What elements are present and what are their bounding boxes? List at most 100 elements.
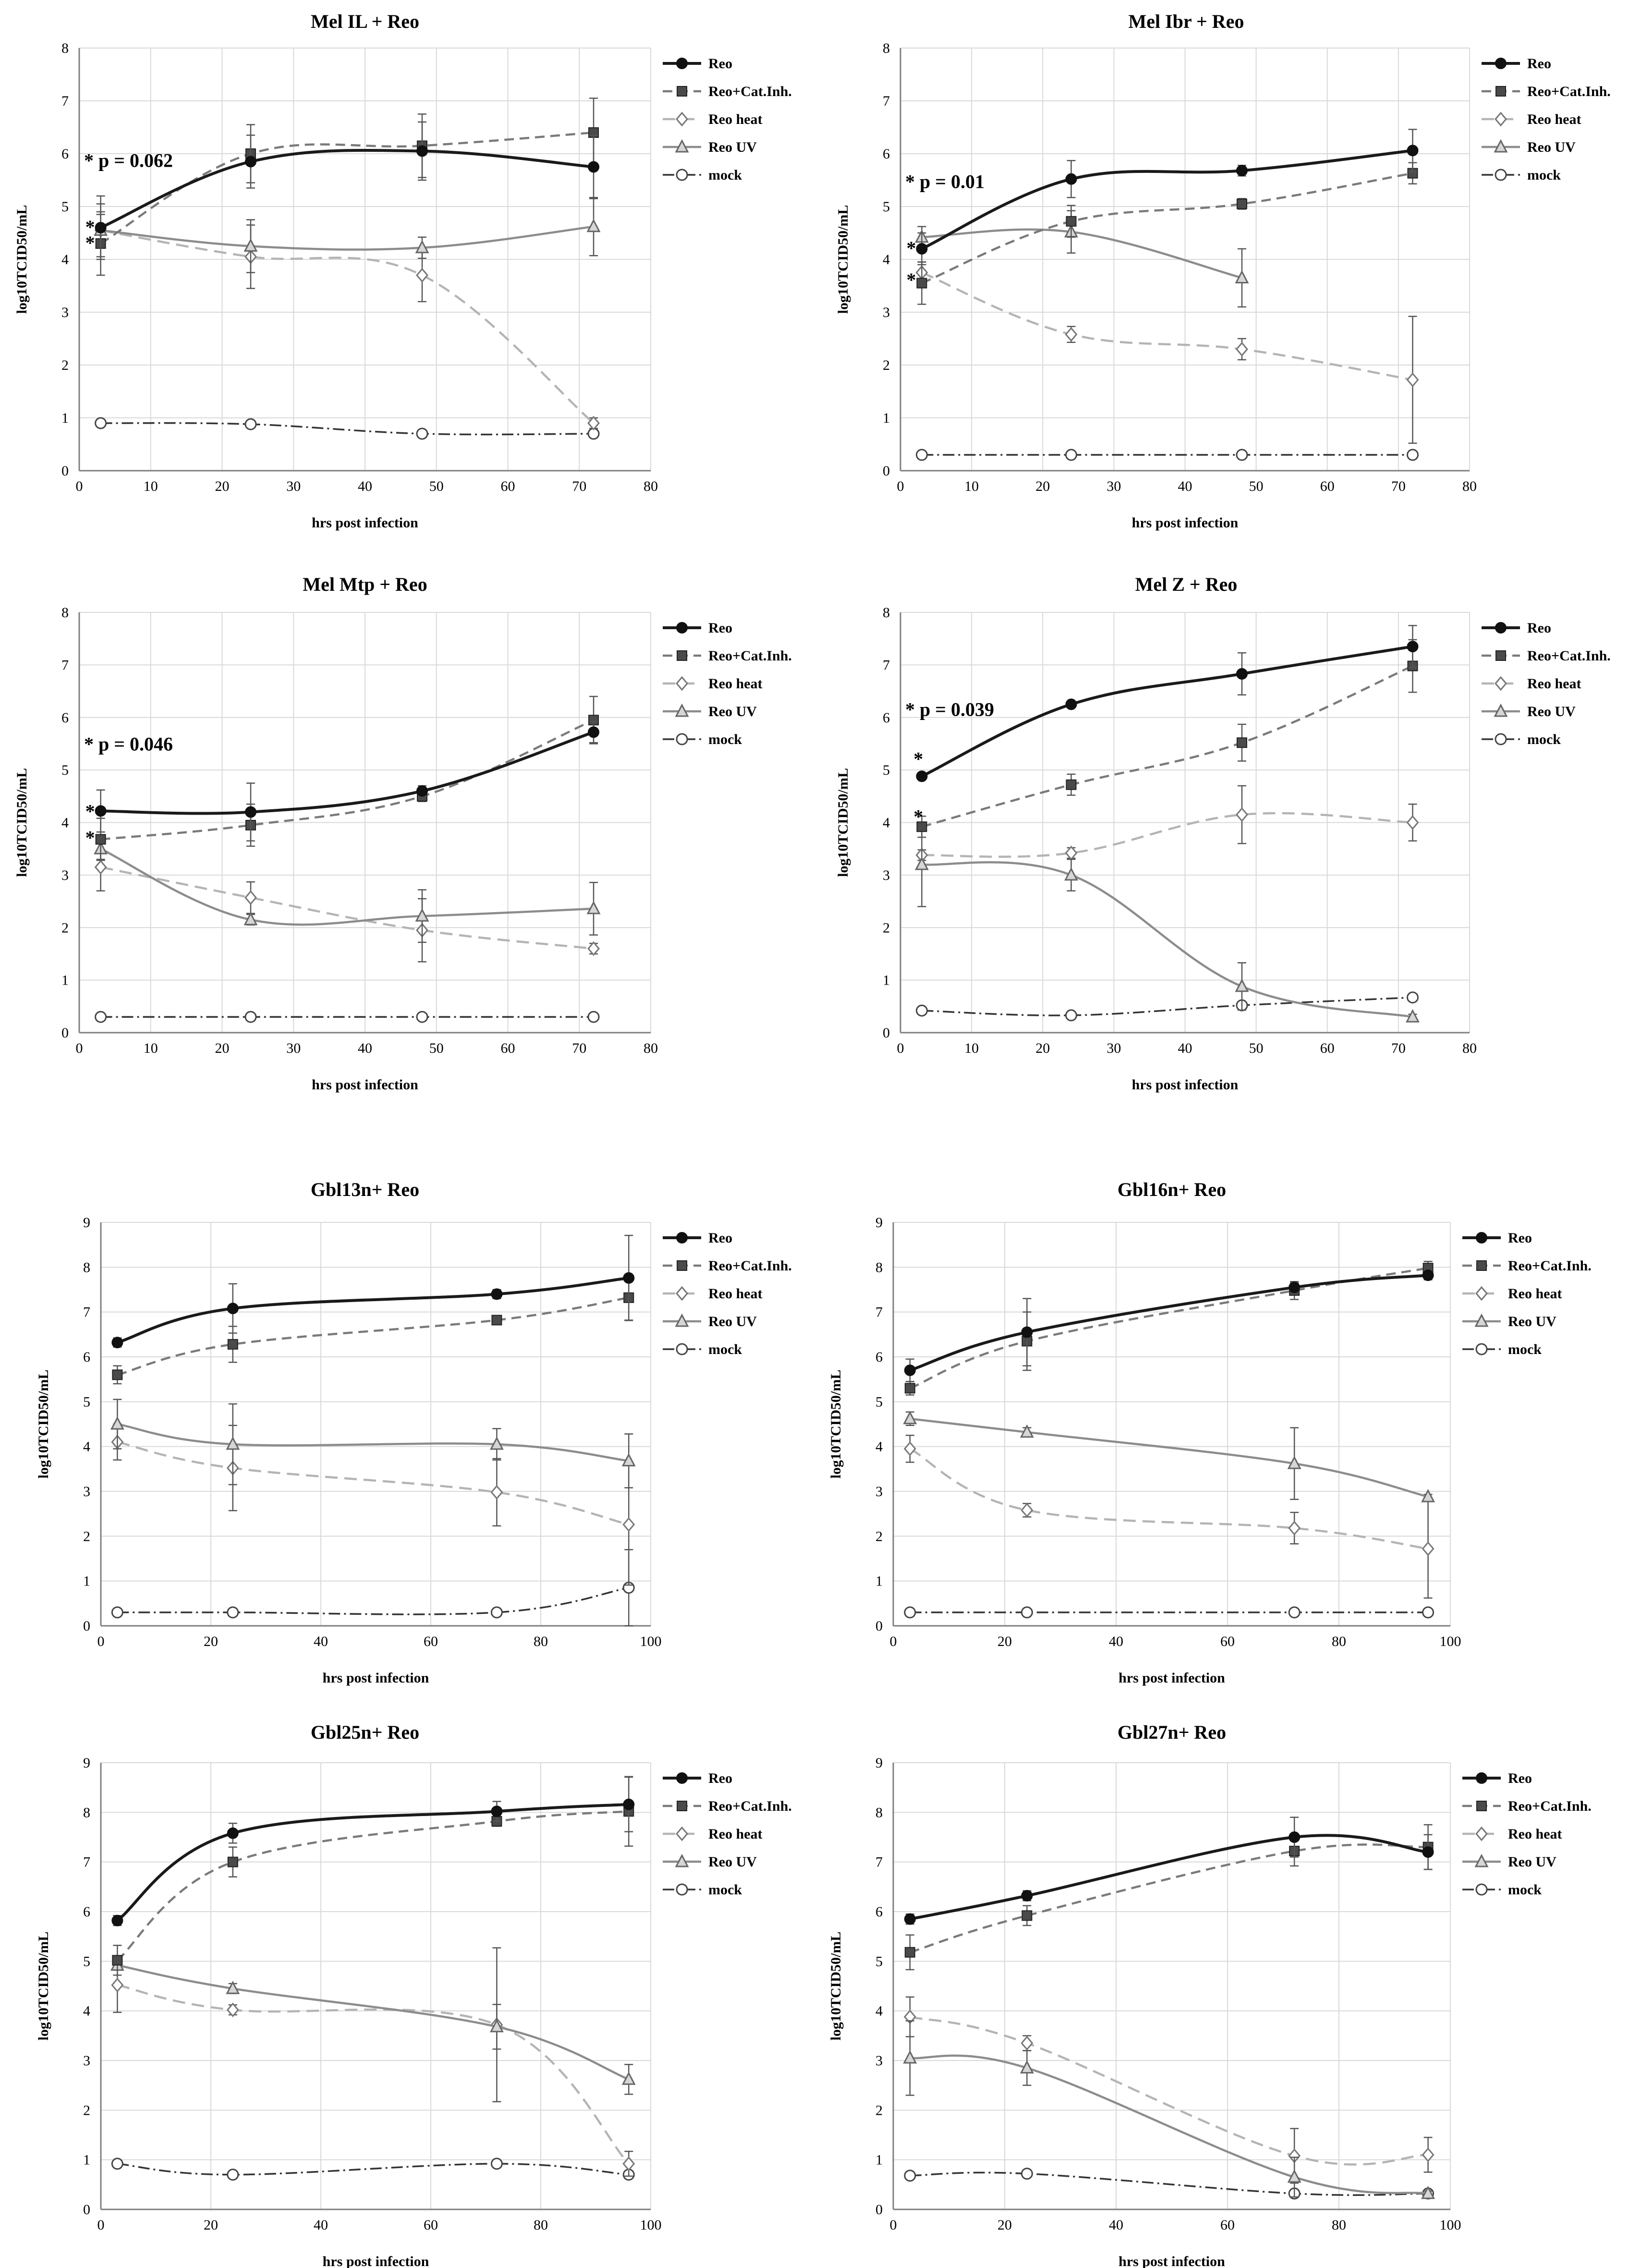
legend-label-heat: Reo heat <box>708 111 762 127</box>
series-cat <box>95 695 599 861</box>
x-axis-label: hrs post infection <box>1118 1670 1225 1686</box>
data-point-heat <box>1236 807 1248 822</box>
y-tick-label: 5 <box>83 1953 90 1969</box>
x-tick-label: 80 <box>534 1634 548 1649</box>
y-tick-label: 6 <box>61 146 69 162</box>
significance-star: * <box>913 748 923 769</box>
x-axis-label: hrs post infection <box>1118 2254 1225 2268</box>
data-point-mock <box>1236 449 1248 461</box>
y-tick-label: 2 <box>883 357 890 373</box>
data-point-reo <box>1422 1269 1434 1281</box>
legend-marker-cat <box>677 86 687 97</box>
data-point-mock <box>904 1606 916 1619</box>
series-mock <box>95 417 600 440</box>
series-heat <box>903 1996 1434 2184</box>
series-line-reo <box>116 1803 629 1922</box>
series-reo <box>904 1269 1434 1382</box>
data-point-mock <box>416 1011 428 1023</box>
series-line-cat <box>921 665 1413 828</box>
legend-marker-reo <box>1495 58 1507 69</box>
significance-star: * <box>913 806 923 828</box>
data-point-mock <box>587 1011 600 1023</box>
legend-marker-reo <box>1476 1772 1487 1784</box>
series-line-heat <box>910 2015 1428 2166</box>
significance-star: * <box>85 232 95 254</box>
data-point-reo <box>227 1827 239 1839</box>
data-point-mock <box>111 2158 123 2170</box>
y-tick-label: 5 <box>61 762 69 778</box>
y-tick-label: 1 <box>83 1573 90 1589</box>
y-tick-label: 2 <box>61 920 69 936</box>
y-tick-label: 1 <box>83 2152 90 2168</box>
y-axis-label: log10TCID50/mL <box>828 1370 844 1479</box>
x-tick-label: 20 <box>204 2217 218 2233</box>
y-tick-label: 8 <box>83 1805 90 1820</box>
data-point-uv <box>586 901 601 915</box>
data-point-uv <box>1421 2185 1435 2199</box>
data-point-reo <box>491 1288 503 1300</box>
data-point-heat <box>111 1977 124 1993</box>
y-tick-label: 3 <box>875 2053 883 2069</box>
data-point-uv <box>226 1436 240 1450</box>
series-line-mock <box>910 2171 1428 2196</box>
series-cat <box>112 1274 634 1385</box>
y-tick-label: 4 <box>875 1439 883 1455</box>
data-point-cat <box>1066 779 1077 790</box>
y-tick-label: 0 <box>875 2202 883 2218</box>
legend-marker-heat <box>1475 1286 1488 1301</box>
chart-title: Gbl13n+ Reo <box>311 1179 419 1200</box>
y-tick-label: 6 <box>61 710 69 726</box>
data-point-uv <box>415 908 429 922</box>
legend-marker-heat <box>676 676 688 691</box>
legend-label-mock: mock <box>708 167 742 183</box>
y-tick-label: 6 <box>83 1349 90 1365</box>
legend-label-mock: mock <box>708 1882 742 1898</box>
legend-marker-mock <box>1475 1343 1488 1355</box>
series-heat <box>915 261 1419 444</box>
chart-2: Mel Ibr + Reo 0 10 20 30 40 50 60 70 80 0 1 2 3 4 5 6 7 8 h… <box>835 11 1611 531</box>
y-tick-label: 8 <box>883 605 890 621</box>
series-line-uv <box>100 848 594 926</box>
legend-label-uv: Reo UV <box>1508 1314 1556 1329</box>
series-line-reo <box>117 1276 629 1344</box>
x-tick-label: 30 <box>1106 478 1121 494</box>
x-tick-label: 50 <box>1249 478 1264 494</box>
data-point-mock <box>1021 1606 1033 1619</box>
y-tick-label: 3 <box>883 305 890 320</box>
y-tick-label: 0 <box>875 1618 883 1634</box>
x-tick-label: 80 <box>1462 1040 1477 1056</box>
y-tick-label: 1 <box>61 973 69 988</box>
x-tick-label: 40 <box>1109 2217 1123 2233</box>
y-tick-label: 5 <box>61 199 69 215</box>
legend-marker-mock <box>1495 733 1507 745</box>
legend-marker-cat <box>1476 1801 1487 1811</box>
data-point-heat <box>1065 845 1078 861</box>
data-point-reo <box>1021 1890 1033 1902</box>
series-reo <box>916 129 1419 266</box>
x-axis-label: hrs post infection <box>312 1077 418 1093</box>
y-tick-label: 4 <box>883 252 890 268</box>
data-point-mock <box>244 418 257 430</box>
data-point-uv <box>243 912 258 926</box>
y-axis-label: log10TCID50/mL <box>36 1932 51 2041</box>
series-line-cat <box>909 1267 1428 1390</box>
x-tick-label: 10 <box>144 478 158 494</box>
data-point-reo <box>623 1272 635 1284</box>
series-line-uv <box>117 1964 630 2081</box>
series-line-mock <box>117 1586 629 1615</box>
series-mock <box>904 1606 1434 1619</box>
data-point-reo <box>1407 641 1419 653</box>
data-point-heat <box>587 941 600 956</box>
data-point-mock <box>95 417 107 429</box>
significance-star: * <box>85 216 95 238</box>
legend-marker-mock <box>676 1883 688 1896</box>
x-tick-label: 0 <box>897 1040 904 1056</box>
data-point-reo <box>245 156 256 168</box>
series-line-uv <box>910 2054 1428 2195</box>
p-value-annotation: * p = 0.062 <box>84 150 173 171</box>
data-point-mock <box>227 1606 239 1619</box>
legend-label-reo: Reo <box>1508 1770 1532 1786</box>
legend: Reo Reo+Cat.Inh. Reo heat Reo UV mock <box>663 620 792 747</box>
legend-marker-mock <box>1475 1883 1488 1896</box>
legend-label-uv: Reo UV <box>708 704 757 719</box>
